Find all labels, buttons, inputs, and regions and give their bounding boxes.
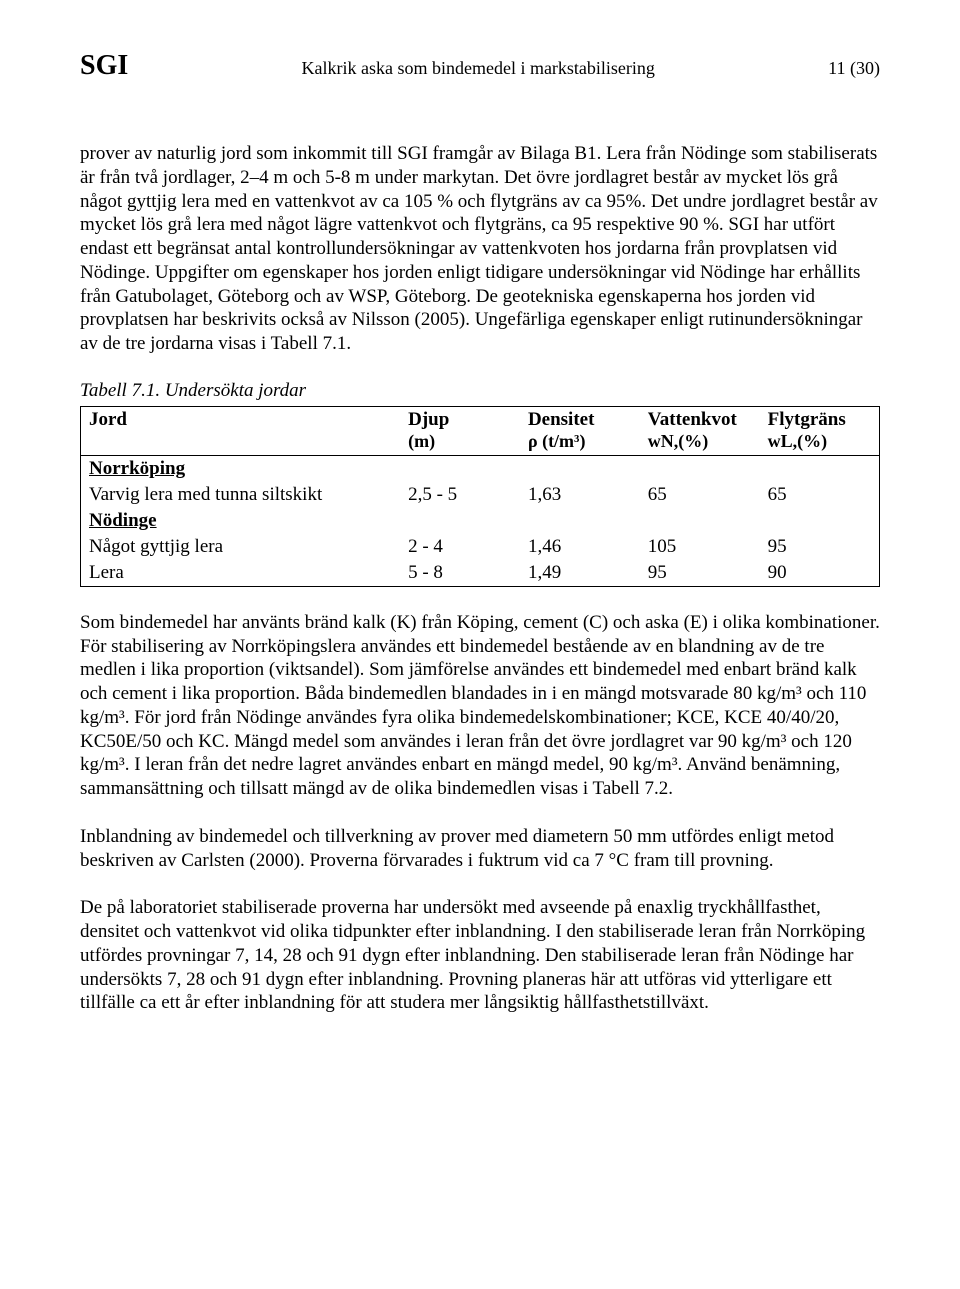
soil-table: Jord Djup (m) Densitet ρ (t/m³) Vattenkv… <box>80 406 880 587</box>
page-header: SGI Kalkrik aska som bindemedel i markst… <box>80 50 880 82</box>
paragraph-2: Som bindemedel har använts bränd kalk (K… <box>80 611 880 801</box>
header-logo: SGI <box>80 50 128 82</box>
table-group2-title-cell: Nödinge <box>81 508 880 534</box>
group1-title: Norrköping <box>89 458 185 479</box>
th-densitet-label: Densitet <box>528 409 594 430</box>
cell-djup: 5 - 8 <box>400 560 520 587</box>
paragraph-4: De på laboratoriet stabiliserade provern… <box>80 896 880 1015</box>
cell-jord: Lera <box>81 560 401 587</box>
th-flytgrans-label: Flytgräns <box>768 409 846 430</box>
cell-djup: 2 - 4 <box>400 534 520 560</box>
th-flytgrans-sub: wL,(%) <box>768 431 828 451</box>
table-head: Jord Djup (m) Densitet ρ (t/m³) Vattenkv… <box>81 406 880 455</box>
page: SGI Kalkrik aska som bindemedel i markst… <box>0 0 960 1289</box>
cell-flytgrans: 90 <box>760 560 880 587</box>
th-djup-sub: (m) <box>408 431 435 451</box>
th-densitet-sub: ρ (t/m³) <box>528 431 586 451</box>
table-row: Lera 5 - 8 1,49 95 90 <box>81 560 880 587</box>
paragraph-1: prover av naturlig jord som inkommit til… <box>80 142 880 356</box>
table-caption: Tabell 7.1. Undersökta jordar <box>80 380 880 402</box>
table-body: Norrköping Varvig lera med tunna siltski… <box>81 455 880 586</box>
paragraph-3: Inblandning av bindemedel och tillverkni… <box>80 825 880 873</box>
table-row: Något gyttjig lera 2 - 4 1,46 105 95 <box>81 534 880 560</box>
th-vattenkvot-sub: wN,(%) <box>648 431 709 451</box>
th-vattenkvot-label: Vattenkvot <box>648 409 737 430</box>
th-flytgrans: Flytgräns wL,(%) <box>760 406 880 455</box>
cell-densitet: 1,46 <box>520 534 640 560</box>
th-jord-label: Jord <box>89 409 127 430</box>
group2-title: Nödinge <box>89 510 157 531</box>
cell-djup: 2,5 - 5 <box>400 482 520 508</box>
cell-densitet: 1,63 <box>520 482 640 508</box>
header-page-number: 11 (30) <box>828 58 880 79</box>
cell-jord: Varvig lera med tunna siltskikt <box>81 482 401 508</box>
cell-vattenkvot: 65 <box>640 482 760 508</box>
cell-vattenkvot: 105 <box>640 534 760 560</box>
header-title: Kalkrik aska som bindemedel i markstabil… <box>302 58 655 79</box>
table-group1-title-cell: Norrköping <box>81 455 880 482</box>
table-head-row: Jord Djup (m) Densitet ρ (t/m³) Vattenkv… <box>81 406 880 455</box>
th-vattenkvot: Vattenkvot wN,(%) <box>640 406 760 455</box>
cell-densitet: 1,49 <box>520 560 640 587</box>
th-jord: Jord <box>81 406 401 455</box>
cell-vattenkvot: 95 <box>640 560 760 587</box>
cell-flytgrans: 95 <box>760 534 880 560</box>
th-djup-label: Djup <box>408 409 449 430</box>
th-djup: Djup (m) <box>400 406 520 455</box>
table-group1-title-row: Norrköping <box>81 455 880 482</box>
table-group2-title-row: Nödinge <box>81 508 880 534</box>
cell-flytgrans: 65 <box>760 482 880 508</box>
table-row: Varvig lera med tunna siltskikt 2,5 - 5 … <box>81 482 880 508</box>
th-densitet: Densitet ρ (t/m³) <box>520 406 640 455</box>
cell-jord: Något gyttjig lera <box>81 534 401 560</box>
